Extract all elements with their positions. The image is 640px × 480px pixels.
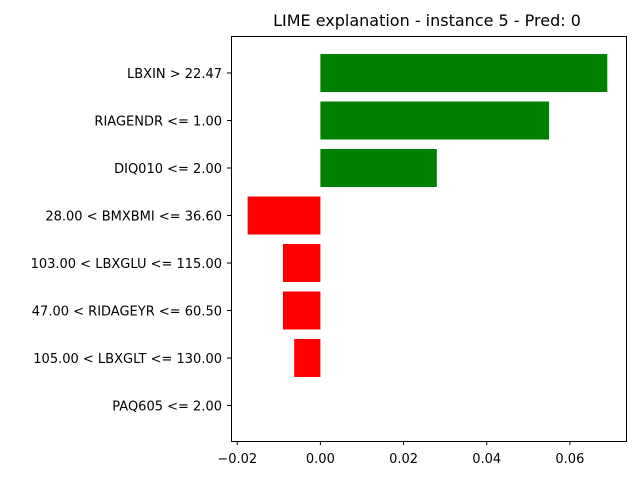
y-axis-ticks: LBXIN > 22.47 RIAGENDR <= 1.00 DIQ010 <= 2… bbox=[31, 67, 231, 415]
bar-4 bbox=[282, 244, 321, 282]
chart-title: LIME explanation - instance 5 - Pred: 0 bbox=[273, 11, 581, 30]
y-tick-label: 105.00 < LBXGLT <= 130.00 bbox=[33, 352, 222, 367]
y-tick-label: RIAGENDR <= 1.00 bbox=[94, 115, 222, 130]
y-tick-label: 103.00 < LBXGLU <= 115.00 bbox=[31, 257, 222, 272]
x-axis-ticks: −0.02 0.00 0.02 0.04 0.06 bbox=[217, 441, 584, 467]
y-tick-label: PAQ605 <= 2.00 bbox=[112, 400, 222, 415]
y-tick-label: 47.00 < RIDAGEYR <= 60.50 bbox=[32, 305, 222, 320]
x-tick-label: 0.00 bbox=[306, 452, 335, 467]
bars-layer bbox=[247, 54, 608, 377]
bar-6 bbox=[294, 339, 321, 377]
bar-1 bbox=[320, 101, 550, 140]
bar-5 bbox=[282, 291, 321, 330]
bar-0 bbox=[320, 54, 608, 92]
bar-2 bbox=[320, 149, 437, 187]
x-tick-label: 0.04 bbox=[472, 452, 501, 467]
plot-frame bbox=[231, 36, 627, 442]
x-tick-label: 0.06 bbox=[555, 452, 584, 467]
bar-3 bbox=[247, 196, 321, 235]
x-tick-label: −0.02 bbox=[217, 452, 257, 467]
y-tick-label: LBXIN > 22.47 bbox=[127, 67, 222, 82]
x-tick-label: 0.02 bbox=[389, 452, 418, 467]
y-tick-label: DIQ010 <= 2.00 bbox=[114, 162, 222, 177]
y-tick-label: 28.00 < BMXBMI <= 36.60 bbox=[45, 210, 222, 225]
